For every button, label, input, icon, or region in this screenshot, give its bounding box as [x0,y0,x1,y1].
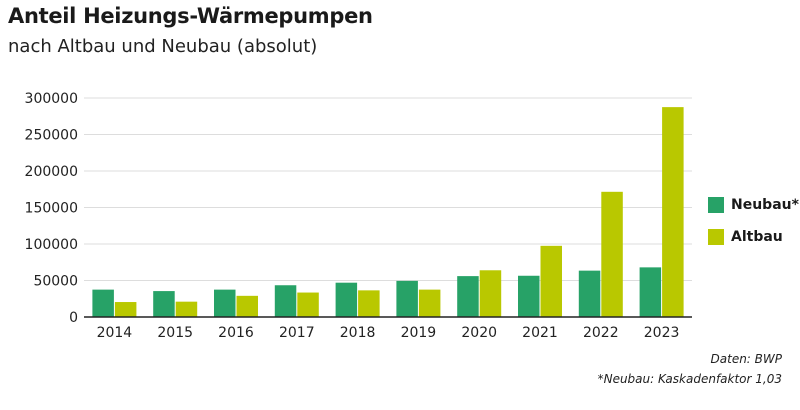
bar-neubau-2014 [92,289,114,317]
x-tick-label: 2015 [157,325,193,341]
x-tick-label: 2023 [644,325,680,341]
chart-subtitle: nach Altbau und Neubau (absolut) [8,36,318,57]
bar-altbau-2018 [358,290,380,317]
y-tick-label: 300000 [25,91,78,107]
bar-altbau-2021 [540,245,562,317]
bar-altbau-2022 [601,191,623,317]
bar-neubau-2018 [335,282,358,317]
source-note: Daten: BWP [710,352,782,366]
legend-label-altbau: Altbau [731,229,783,245]
x-tick-label: 2016 [218,325,254,341]
legend-label-neubau: Neubau* [731,197,799,213]
x-tick-labels: 2014 2015 2016 2017 2018 2019 2020 2021 2022 2023 [97,325,680,341]
bar-neubau-2022 [578,270,601,317]
chart-title: Anteil Heizungs-Wärmepumpen [8,4,373,28]
legend-item-altbau: Altbau [708,227,799,247]
x-tick-label: 2022 [583,325,619,341]
x-tick-label: 2019 [401,325,437,341]
legend: Neubau* Altbau [708,195,799,259]
y-tick-label: 200000 [25,164,78,180]
bar-altbau-2019 [418,289,441,317]
y-tick-label: 0 [69,310,78,326]
bar-altbau-2017 [297,292,319,317]
grid-lines [84,97,692,281]
bar-altbau-2020 [479,270,502,317]
legend-item-neubau: Neubau* [708,195,799,215]
y-tick-labels: 0 50000 100000 150000 200000 250000 300000 [25,91,78,326]
x-tick-label: 2018 [340,325,376,341]
x-tick-label: 2017 [279,325,315,341]
bar-altbau-2023 [662,107,684,317]
bar-altbau-2015 [175,301,198,317]
y-tick-label: 250000 [25,128,78,144]
y-tick-label: 150000 [25,201,78,217]
y-tick-label: 50000 [33,274,78,290]
x-tick-label: 2020 [461,325,497,341]
bar-neubau-2016 [214,289,236,317]
bar-altbau-2016 [236,295,258,317]
bar-neubau-2020 [457,276,479,317]
bar-neubau-2017 [274,285,297,317]
legend-swatch-neubau [708,197,724,213]
x-tick-label: 2014 [97,325,133,341]
bar-neubau-2021 [518,275,540,317]
bar-neubau-2023 [639,267,662,317]
bar-neubau-2019 [396,280,418,317]
bar-neubau-2015 [153,291,175,317]
bars [92,107,684,317]
y-tick-label: 100000 [25,237,78,253]
neubau-footnote: *Neubau: Kaskadenfaktor 1,03 [597,372,782,386]
bar-altbau-2014 [114,302,137,317]
x-tick-label: 2021 [522,325,558,341]
legend-swatch-altbau [708,229,724,245]
